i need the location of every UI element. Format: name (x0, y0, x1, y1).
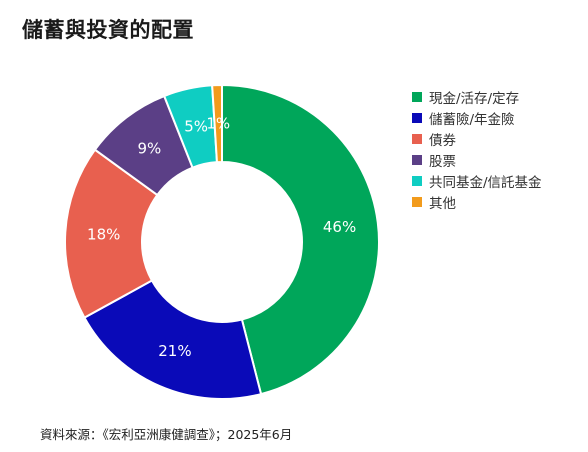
slice-1 (83, 279, 263, 400)
legend-item-1: 儲蓄險/年金險 (412, 107, 542, 128)
legend-item-4: 共同基金/信託基金 (412, 170, 542, 191)
source-note: 資料來源：《宏利亞洲康健調查》；2025年6月 (40, 427, 293, 442)
legend-label: 儲蓄險/年金險 (429, 111, 515, 128)
legend-swatch (412, 196, 422, 207)
slice-2 (64, 148, 159, 319)
chart-title: 儲蓄與投資的配置 (22, 18, 194, 42)
slice-5 (211, 83, 223, 164)
chart-legend: 現金/活存/定存 儲蓄險/年金險 債券股票共同基金/信託基金 其他 (412, 86, 542, 212)
legend-label: 股票 (429, 153, 456, 170)
legend-swatch (412, 133, 422, 144)
legend-item-0: 現金/活存/定存 (412, 86, 542, 107)
slice-label-3: 9% (137, 139, 161, 157)
legend-item-5: 其他 (412, 191, 542, 212)
slice-label-1: 21% (158, 342, 191, 360)
legend-label: 其他 (429, 195, 456, 212)
legend-swatch (412, 154, 422, 165)
legend-swatch (412, 112, 422, 123)
legend-label: 現金/活存/定存 (429, 90, 520, 107)
legend-swatch (412, 91, 422, 102)
slice-0 (221, 83, 380, 396)
slice-label-2: 18% (87, 226, 120, 244)
legend-item-3: 股票 (412, 149, 542, 170)
legend-label: 共同基金/信託基金 (429, 174, 542, 191)
slice-label-5: 1% (206, 115, 230, 133)
slice-label-4: 5% (184, 117, 208, 135)
slice-label-0: 46% (323, 218, 356, 236)
legend-swatch (412, 175, 422, 186)
legend-label: 債券 (429, 132, 456, 149)
legend-item-2: 債券 (412, 128, 542, 149)
